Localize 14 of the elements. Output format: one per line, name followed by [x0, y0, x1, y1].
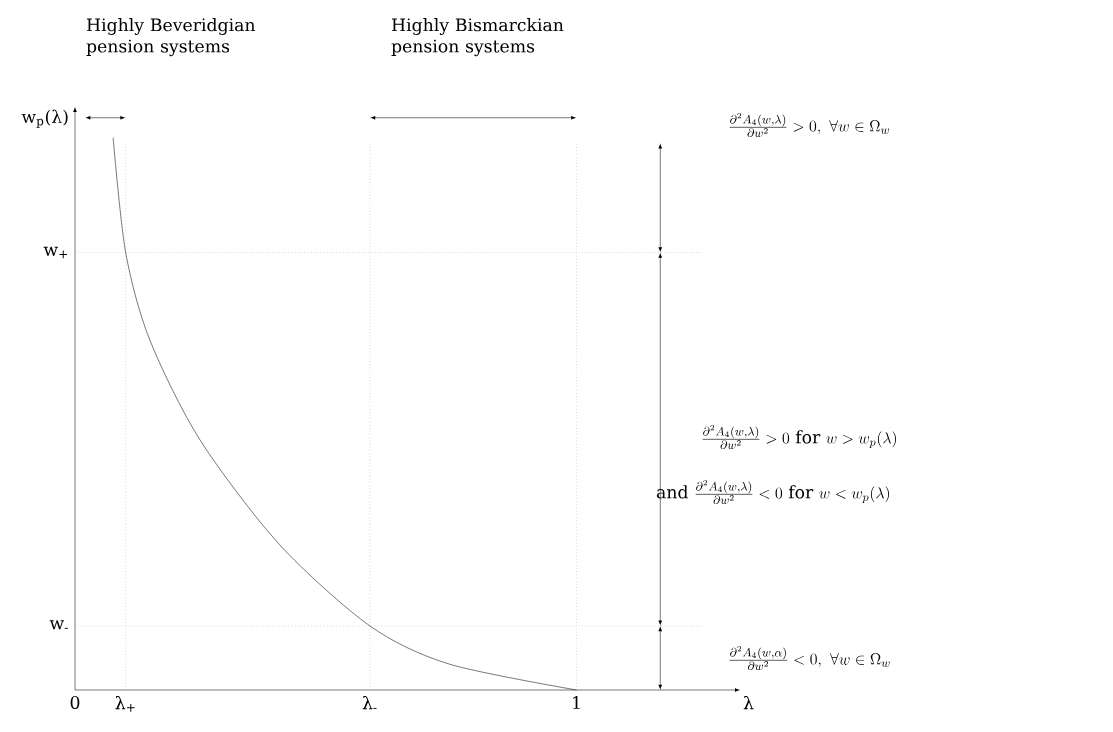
x-axis-title: λ [743, 696, 754, 710]
annotation: $\frac{\partial^2 A_4(w,\lambda)}{\partial w^2} > 0 \text{ for } w > w_p(\lambda)$ [702, 424, 897, 450]
ref-line-label: w$_{-}$ [49, 620, 68, 630]
y-axis-title: w$_{p}$(λ) [21, 109, 68, 128]
text: $\frac{\partial^2 A_4(w,\lambda)}{\partial w^2} > 0,\ \forall w \in \Omega_w$ [729, 112, 889, 138]
ref-line-label: w$_{+}$ [43, 246, 68, 259]
text: Highly Beveridgian pension systems [86, 17, 256, 57]
x-tick-label: λ$_{-}$ [362, 696, 377, 710]
annotation: $\frac{\partial^2 A_4(w,\alpha)}{\partial w^2} < 0,\ \forall w \in \Omega_w$ [729, 645, 890, 671]
annotation: $\text{and } \frac{\partial^2 A_4(w,\lambda)}{\partial w^2} < 0 \text{ for } w < w_p(\lambda)$ [656, 479, 890, 505]
x-tick-label: 0 [70, 696, 80, 710]
text: Highly Bismarckian pension systems [391, 17, 564, 57]
x-tick-label: λ$_{+}$ [115, 696, 135, 712]
x-tick-label: 1 [573, 696, 580, 709]
